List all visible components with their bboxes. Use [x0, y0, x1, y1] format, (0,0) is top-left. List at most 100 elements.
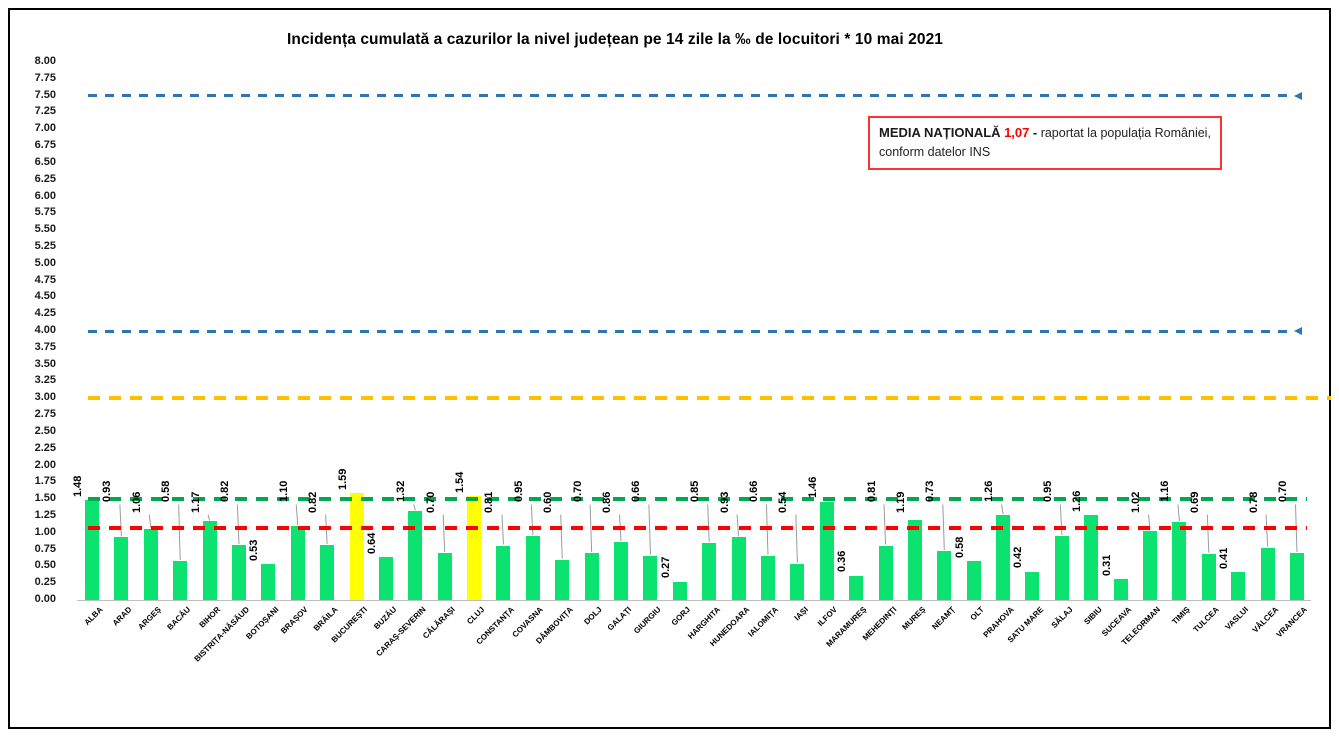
y-axis-tick-label: 2.25 [34, 441, 56, 454]
bar-BUCUREȘTI [349, 493, 364, 600]
bar-SIBIU [1084, 515, 1099, 600]
y-axis-tick-label: 6.75 [34, 139, 56, 152]
bar-value-label: 0.82 [307, 491, 320, 513]
bar-value-label: 0.53 [248, 539, 261, 561]
bar-value-label: 0.86 [601, 491, 614, 513]
bar-MEHEDINȚI [878, 545, 893, 600]
bar-value-label: 0.64 [365, 532, 378, 554]
national-average-line1: MEDIA NAȚIONALĂ 1,07 - raportat la popul… [879, 123, 1211, 143]
y-axis-tick-label: 0.50 [34, 559, 56, 572]
y-axis-tick-label: 4.00 [34, 324, 56, 336]
bar-value-label: 0.81 [483, 491, 496, 513]
bar-CARAȘ-SEVERIN [408, 511, 423, 600]
bar-VÂLCEA [1260, 547, 1275, 600]
bar-VRANCEA [1289, 552, 1304, 600]
y-axis-tick-label: 4.75 [34, 273, 56, 286]
bar-GORJ [672, 581, 687, 600]
bar-value-label: 0.95 [1041, 481, 1054, 503]
bar-OLT [966, 560, 981, 600]
bar-NEAMȚ [937, 550, 952, 600]
bar-value-label: 0.70 [424, 491, 437, 513]
bar-BACĂU [173, 560, 188, 600]
bar-value-label: 0.41 [1218, 547, 1231, 570]
national-average-text2: conform datelor INS [879, 144, 991, 159]
bar-value-label: 1.26 [1071, 490, 1084, 512]
y-axis-tick-label: 4.25 [34, 307, 56, 320]
chart-title: Incidența cumulată a cazurilor la nivel … [286, 31, 944, 48]
y-axis-tick-label: 3.50 [34, 357, 56, 370]
bar-value-label: 1.26 [983, 481, 996, 503]
reference-line-7.5 [88, 94, 1292, 98]
y-axis-tick-label: 3.25 [34, 374, 56, 387]
bar-value-label: 0.93 [718, 491, 731, 513]
bar-value-label: 0.31 [1100, 554, 1113, 576]
y-axis-tick-label: 1.75 [34, 475, 56, 488]
bar-TULCEA [1201, 553, 1216, 600]
bar-value-label: 0.78 [1247, 491, 1260, 513]
y-axis-tick-label: 5.75 [34, 206, 56, 219]
y-axis-tick-label: 6.50 [34, 155, 56, 168]
bar-PRAHOVA [996, 515, 1011, 600]
bar-value-label: 1.17 [189, 491, 202, 513]
bar-value-label: 1.59 [336, 468, 349, 490]
bar-value-label: 0.66 [747, 481, 760, 503]
bar-ARGEȘ [143, 528, 158, 600]
y-axis-tick-label: 7.00 [34, 122, 56, 135]
bar-CONSTANȚA [496, 545, 511, 600]
bar-TIMIȘ [1172, 521, 1187, 600]
bar-SĂLAJ [1054, 536, 1069, 600]
y-axis-tick-label: 5.00 [34, 256, 56, 269]
bar-value-label: 0.54 [777, 491, 790, 513]
bar-BISTRIȚA-NĂSĂUD [231, 544, 246, 600]
reference-line-arrow-icon [1294, 91, 1302, 100]
y-axis-tick-label: 5.50 [34, 223, 56, 236]
bar-SUCEAVA [1113, 579, 1128, 600]
bar-value-label: 0.42 [1012, 546, 1025, 569]
bar-value-label: 0.60 [542, 491, 555, 513]
bar-value-label: 1.16 [1159, 481, 1172, 503]
y-axis-tick-label: 1.50 [34, 492, 56, 505]
bar-value-label: 0.81 [865, 481, 878, 503]
bar-COVASNA [525, 536, 540, 600]
figure-border [8, 8, 1331, 729]
bar-value-label: 0.36 [836, 551, 849, 573]
bar-MARAMUREȘ [849, 575, 864, 600]
y-axis-tick-label: 6.25 [34, 172, 56, 185]
y-axis-tick-label: 1.00 [34, 525, 56, 538]
bar-BIHOR [202, 521, 217, 600]
bar-IALOMIȚA [760, 555, 775, 600]
bar-value-label: 1.32 [395, 481, 408, 503]
reference-line-4 [88, 329, 1292, 333]
y-axis-tick-label: 5.25 [34, 239, 56, 252]
bar-ILFOV [819, 501, 834, 600]
bar-value-label: 0.58 [160, 481, 173, 503]
reference-line-arrow-icon [1294, 327, 1302, 335]
reference-line-1.5 [88, 497, 1307, 502]
bar-value-label: 1.48 [72, 475, 84, 498]
y-axis-tick-label: 0.75 [34, 542, 56, 555]
bar-value-label: 1.10 [277, 481, 290, 503]
y-axis-tick-label: 2.75 [34, 408, 56, 421]
bar-ALBA [85, 500, 99, 600]
bar-value-label: 0.82 [218, 481, 231, 503]
bar-HARGHITA [702, 542, 717, 600]
national-average-separator: - [1032, 125, 1038, 140]
reference-line-1.07 [88, 526, 1307, 531]
bar-GIURGIU [643, 555, 658, 600]
bar-value-label: 0.70 [1276, 481, 1289, 503]
national-average-text: raportat la populația României, [1040, 126, 1211, 140]
bar-BRĂILA [320, 544, 335, 600]
y-axis-tick-label: 7.75 [34, 71, 56, 84]
y-axis-tick-label: 6.00 [34, 189, 56, 202]
bar-value-label: 0.85 [689, 481, 702, 503]
bar-BOTOȘANI [261, 564, 276, 600]
bar-value-label: 1.19 [894, 491, 907, 513]
bar-ARAD [114, 537, 129, 600]
bar-TELEORMAN [1143, 531, 1158, 600]
bar-CLUJ [467, 496, 482, 600]
y-axis-tick-label: 4.50 [34, 290, 56, 303]
bar-HUNEDOARA [731, 537, 746, 600]
reference-line-3 [88, 396, 1331, 401]
bar-value-label: 0.27 [659, 557, 672, 579]
